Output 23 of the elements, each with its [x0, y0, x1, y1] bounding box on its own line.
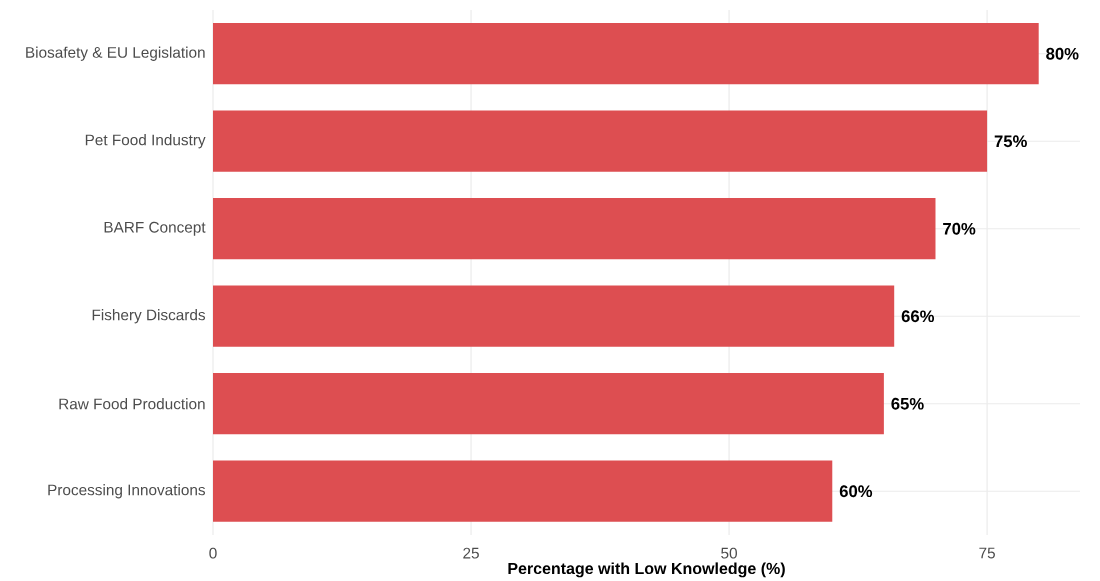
bar	[213, 460, 833, 522]
x-tick-label: 25	[463, 547, 479, 559]
bar	[213, 198, 936, 260]
y-tick-label: Raw Food Production	[59, 398, 205, 410]
x-tick-label: 0	[209, 547, 217, 559]
data-label: 60%	[839, 485, 873, 498]
x-axis-title: Percentage with Low Knowledge (%)	[508, 562, 785, 578]
x-tick-label: 50	[721, 547, 737, 559]
x-tick-label: 75	[979, 547, 995, 559]
bar	[213, 110, 988, 172]
bar	[213, 285, 895, 347]
y-tick-label: Pet Food Industry	[85, 134, 206, 149]
data-label: 66%	[901, 310, 935, 323]
y-tick-label: Fishery Discards	[92, 309, 206, 324]
data-label: 80%	[1046, 47, 1079, 60]
y-tick-label: BARF Concept	[104, 221, 206, 236]
y-tick-label: Biosafety & EU Legislation	[26, 46, 205, 61]
data-label: 75%	[994, 135, 1027, 148]
data-label: 70%	[943, 222, 976, 235]
bar	[213, 23, 1039, 85]
data-label: 65%	[891, 397, 924, 410]
y-tick-label: Processing Innovations	[48, 484, 206, 499]
bar	[213, 373, 884, 435]
